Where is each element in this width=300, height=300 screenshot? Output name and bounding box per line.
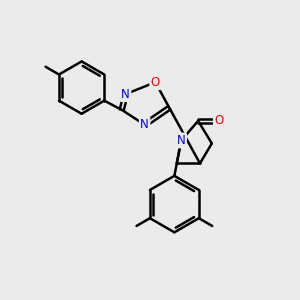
Text: O: O [151, 76, 160, 89]
Text: O: O [214, 114, 224, 128]
Text: N: N [121, 88, 130, 100]
Text: N: N [177, 134, 186, 147]
Text: N: N [140, 118, 149, 131]
